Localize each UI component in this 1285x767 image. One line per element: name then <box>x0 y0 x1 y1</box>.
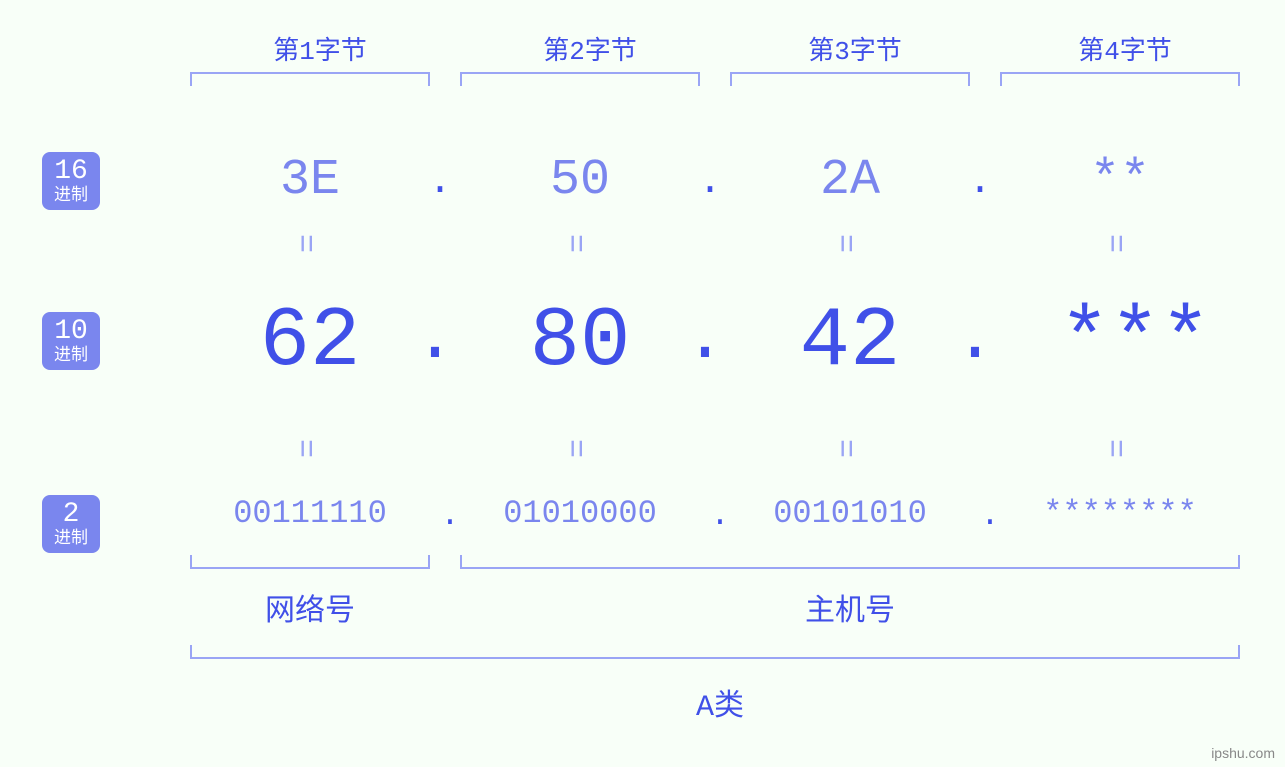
badge-bin: 2 进制 <box>42 495 100 553</box>
equals-1-1: = <box>286 234 323 253</box>
dec-byte-3: 42 <box>740 295 960 390</box>
byte-header-1: 第1字节 <box>230 30 410 67</box>
dec-dot-1: . <box>410 300 460 379</box>
byte-header-4: 第4字节 <box>1035 30 1215 67</box>
byte-header-2: 第2字节 <box>500 30 680 67</box>
badge-dec-num: 10 <box>54 318 88 346</box>
dec-byte-1: 62 <box>200 295 420 390</box>
equals-1-3: = <box>826 234 863 253</box>
byte-bracket-3 <box>730 72 970 86</box>
ip-diagram-canvas: 第1字节 第2字节 第3字节 第4字节 16 进制 10 进制 2 进制 3E … <box>0 0 1285 767</box>
hex-byte-2: 50 <box>470 152 690 209</box>
badge-bin-sub: 进制 <box>54 531 88 548</box>
bin-byte-4: ******** <box>990 495 1250 532</box>
byte-bracket-4 <box>1000 72 1240 86</box>
equals-2-3: = <box>826 439 863 458</box>
equals-2-1: = <box>286 439 323 458</box>
byte-bracket-1 <box>190 72 430 86</box>
hex-dot-3: . <box>960 160 1000 205</box>
byte-bracket-2 <box>460 72 700 86</box>
dec-byte-2: 80 <box>470 295 690 390</box>
byte-header-3: 第3字节 <box>765 30 945 67</box>
class-label: A类 <box>670 680 770 725</box>
hex-dot-2: . <box>690 160 730 205</box>
badge-dec: 10 进制 <box>42 312 100 370</box>
badge-bin-num: 2 <box>63 501 80 529</box>
equals-1-4: = <box>1096 234 1133 253</box>
dec-dot-2: . <box>680 300 730 379</box>
network-label: 网络号 <box>240 585 380 630</box>
bin-byte-2: 01010000 <box>450 495 710 532</box>
hex-byte-3: 2A <box>740 152 960 209</box>
equals-1-2: = <box>556 234 593 253</box>
bin-byte-1: 00111110 <box>180 495 440 532</box>
badge-hex-sub: 进制 <box>54 188 88 205</box>
equals-2-4: = <box>1096 439 1133 458</box>
badge-hex-num: 16 <box>54 158 88 186</box>
class-bracket <box>190 645 1240 659</box>
watermark: ipshu.com <box>1211 745 1275 761</box>
equals-2-2: = <box>556 439 593 458</box>
hex-byte-4: ** <box>1010 152 1230 209</box>
host-bracket <box>460 555 1240 569</box>
host-label: 主机号 <box>780 585 920 630</box>
badge-hex: 16 进制 <box>42 152 100 210</box>
hex-byte-1: 3E <box>200 152 420 209</box>
badge-dec-sub: 进制 <box>54 348 88 365</box>
hex-dot-1: . <box>420 160 460 205</box>
bin-byte-3: 00101010 <box>720 495 980 532</box>
dec-dot-3: . <box>950 300 1000 379</box>
dec-byte-4: *** <box>1010 295 1260 390</box>
network-bracket <box>190 555 430 569</box>
